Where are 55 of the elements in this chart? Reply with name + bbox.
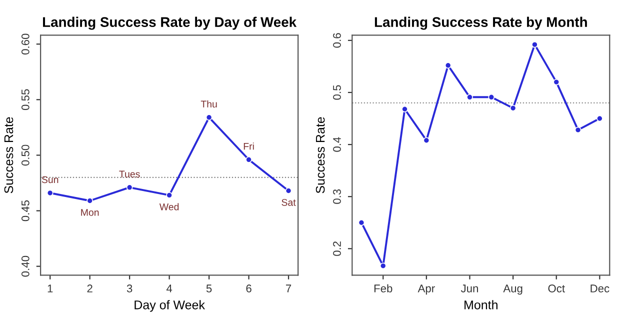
annotation: Mon xyxy=(81,209,99,216)
point xyxy=(532,41,538,48)
point xyxy=(380,262,386,270)
x-tick-label: 6 xyxy=(246,284,252,292)
x-tick-label: Apr xyxy=(418,284,435,295)
y-tick-label: 0.60 xyxy=(21,34,30,54)
annotation: Sun xyxy=(42,176,58,184)
y-tick-label: 0.6 xyxy=(333,33,341,48)
y-tick-label: 0.45 xyxy=(21,200,30,222)
point xyxy=(402,106,408,112)
point xyxy=(206,114,212,121)
point xyxy=(574,126,582,134)
x-axis-title: Day of Week xyxy=(134,300,205,312)
point xyxy=(358,219,365,226)
point xyxy=(166,192,173,198)
x-tick-label: Dec xyxy=(590,284,610,292)
point xyxy=(488,94,495,100)
annotation: Wed xyxy=(159,203,179,210)
annotation: Fri xyxy=(244,142,254,150)
x-tick-label: 7 xyxy=(286,284,292,292)
y-tick-label: 0.50 xyxy=(21,144,30,166)
annotation: Thu xyxy=(200,100,217,108)
annotation: Sat xyxy=(282,198,296,206)
x-axis-title: Month xyxy=(464,300,498,310)
x-tick-label: 3 xyxy=(126,284,132,292)
point xyxy=(444,62,452,69)
y-tick-label: 0.5 xyxy=(333,85,341,100)
point xyxy=(46,190,54,196)
point xyxy=(285,188,292,194)
x-tick-label: 1 xyxy=(48,284,53,292)
y-tick-label: 0.40 xyxy=(21,256,30,277)
x-tick-label: 5 xyxy=(206,284,212,292)
point xyxy=(86,198,94,204)
y-axis-title: Success Rate xyxy=(4,117,14,194)
chart-title: Landing Success Rate by Day of Week xyxy=(43,16,297,30)
point xyxy=(126,184,133,191)
x-tick-label: Jun xyxy=(460,284,478,292)
x-tick-label: 2 xyxy=(87,284,92,292)
point xyxy=(510,104,516,112)
y-tick-label: 0.3 xyxy=(333,189,341,204)
point xyxy=(553,78,560,86)
point xyxy=(246,156,252,163)
y-axis-title: Success Rate xyxy=(316,117,325,194)
y-tick-label: 0.2 xyxy=(333,241,341,256)
point xyxy=(596,115,603,122)
point xyxy=(423,137,430,144)
annotation: Tues xyxy=(119,170,140,178)
y-tick-label: 0.4 xyxy=(333,137,341,152)
x-tick-label: Feb xyxy=(374,284,392,292)
x-tick-label: Aug xyxy=(503,284,522,295)
x-tick-label: 4 xyxy=(166,284,172,292)
y-tick-label: 0.55 xyxy=(21,89,30,110)
point xyxy=(466,94,473,100)
x-tick-label: Oct xyxy=(548,284,565,292)
chart-title: Landing Success Rate by Month xyxy=(374,16,587,30)
